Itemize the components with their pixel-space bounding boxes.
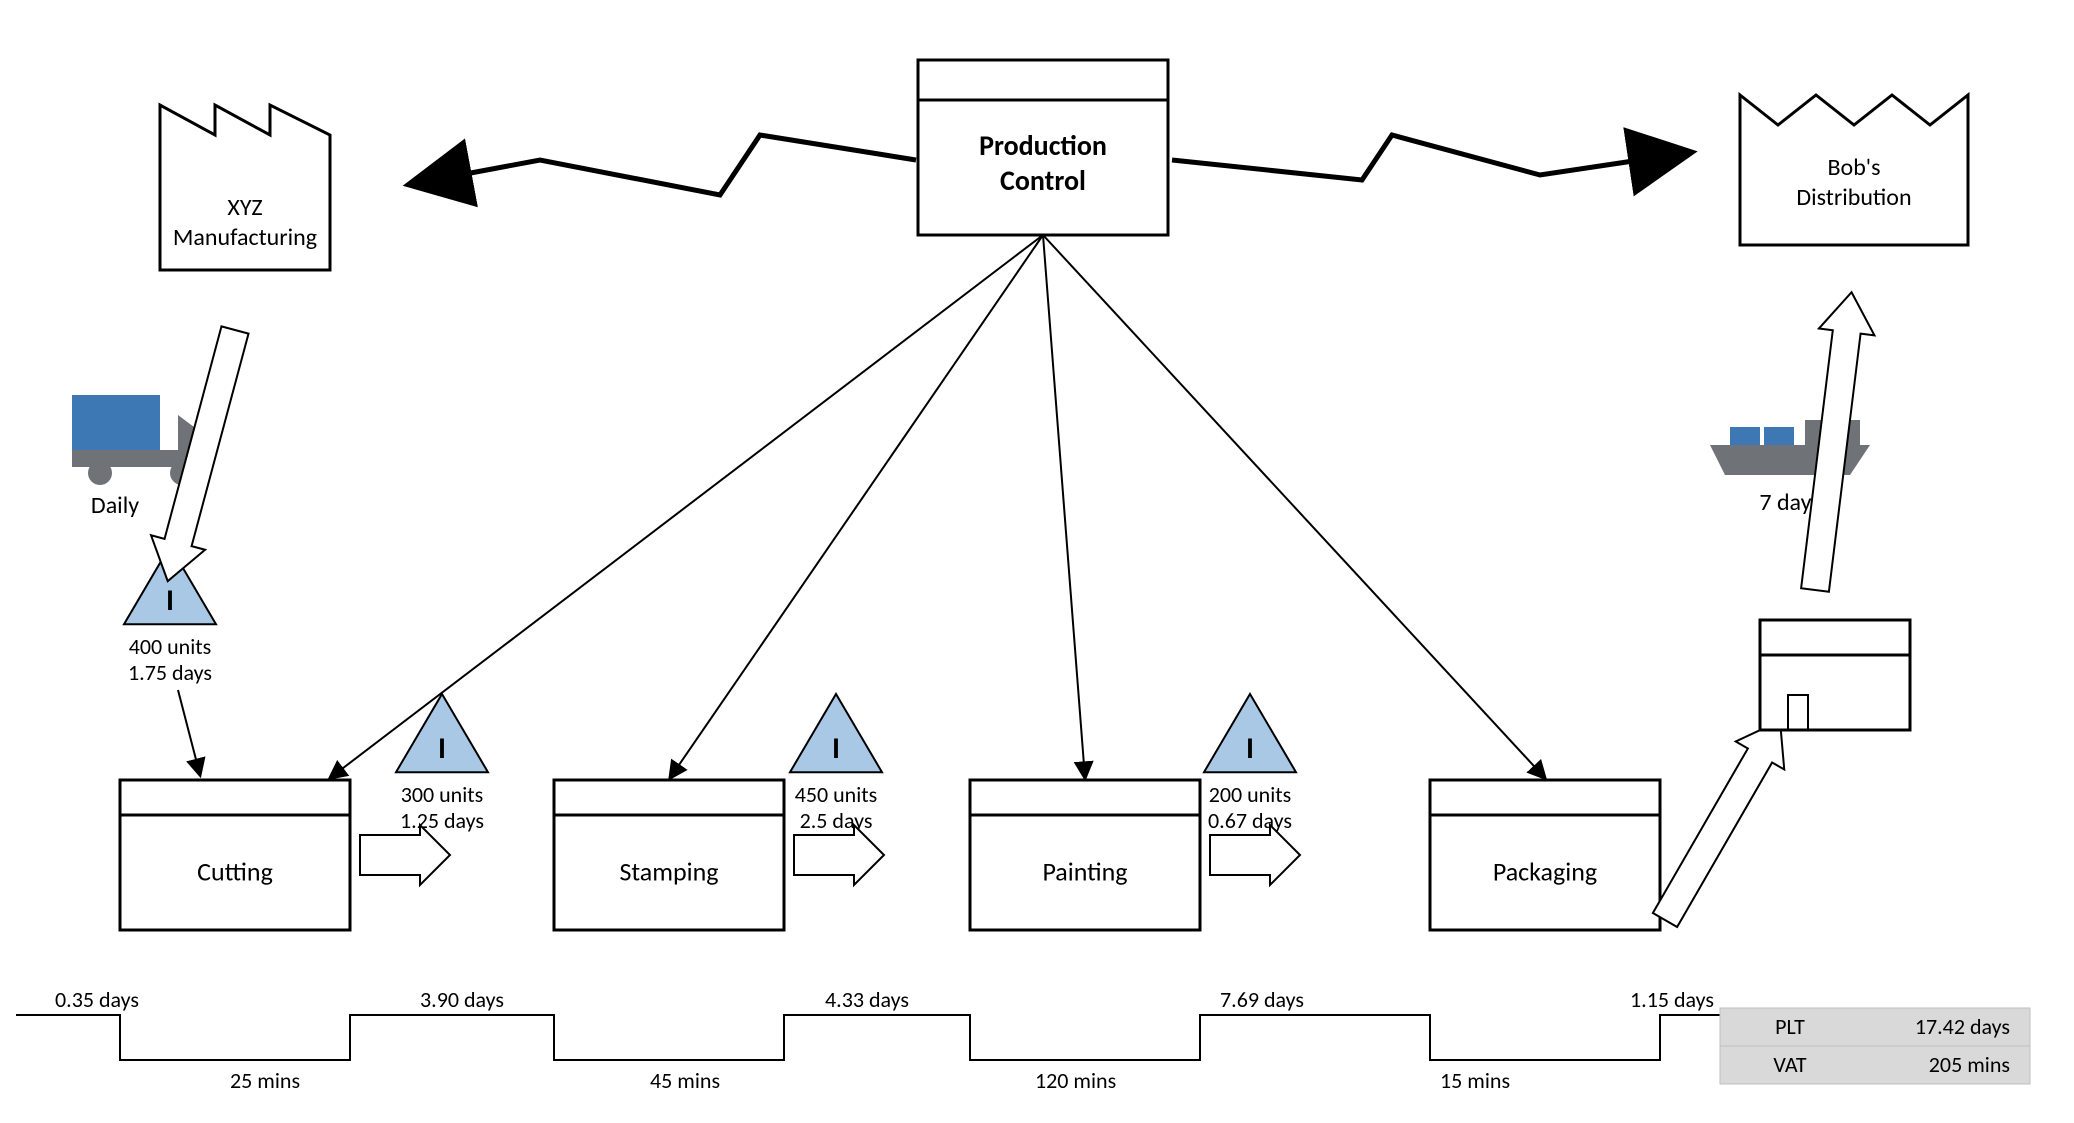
- timeline-bottom-label: 45 mins: [650, 1067, 720, 1094]
- warehouse-box: [1760, 620, 1910, 730]
- inventory-letter: I: [1246, 730, 1254, 767]
- customer-label-1: Bob's: [1827, 153, 1880, 182]
- truck-label: Daily: [91, 491, 139, 520]
- summary-label: PLT: [1775, 1013, 1805, 1040]
- timeline-top-label: 7.69 days: [1220, 986, 1304, 1013]
- inventory-to-process-arrow: [178, 690, 200, 775]
- timeline-ladder: [16, 1015, 1720, 1060]
- timeline-top-label: 0.35 days: [55, 986, 139, 1013]
- production-control-label-1: Production: [979, 128, 1107, 163]
- inventory-units: 450 units: [795, 781, 878, 808]
- inventory-days: 1.25 days: [400, 807, 484, 834]
- timeline-top-label: 4.33 days: [825, 986, 909, 1013]
- inventory-days: 0.67 days: [1208, 807, 1292, 834]
- production-control-label-2: Control: [1000, 163, 1086, 198]
- customer-label-2: Distribution: [1796, 183, 1911, 212]
- summary-value: 17.42 days: [1915, 1013, 2010, 1040]
- inventory-letter: I: [166, 582, 174, 619]
- warehouse-to-customer-arrow: [1787, 289, 1879, 594]
- inventory-days: 1.75 days: [128, 659, 212, 686]
- process-label: Stamping: [619, 856, 718, 888]
- process-label: Packaging: [1493, 856, 1597, 888]
- info-flow-arrow: [1172, 135, 1640, 180]
- control-line: [1043, 235, 1085, 778]
- inventory-days: 2.5 days: [800, 807, 873, 834]
- process-label: Cutting: [197, 856, 273, 888]
- summary-label: VAT: [1773, 1051, 1806, 1078]
- timeline-top-label: 3.90 days: [420, 986, 504, 1013]
- process-label: Painting: [1042, 856, 1127, 888]
- timeline-bottom-label: 120 mins: [1035, 1067, 1116, 1094]
- inventory-units: 400 units: [129, 633, 212, 660]
- supplier-label-2: Manufacturing: [173, 223, 317, 252]
- summary-value: 205 mins: [1929, 1051, 2010, 1078]
- timeline-bottom-label: 25 mins: [230, 1067, 300, 1094]
- inventory-units: 300 units: [401, 781, 484, 808]
- packaging-to-warehouse-arrow: [1641, 707, 1804, 934]
- control-line: [670, 235, 1043, 778]
- timeline-bottom-label: 15 mins: [1440, 1067, 1510, 1094]
- info-flow-arrow: [460, 135, 916, 195]
- inventory-units: 200 units: [1209, 781, 1292, 808]
- timeline-top-label: 1.15 days: [1630, 986, 1714, 1013]
- inventory-letter: I: [438, 730, 446, 767]
- control-line: [1043, 235, 1545, 778]
- inventory-letter: I: [832, 730, 840, 767]
- control-line: [330, 235, 1043, 778]
- supplier-label-1: XYZ: [227, 193, 262, 222]
